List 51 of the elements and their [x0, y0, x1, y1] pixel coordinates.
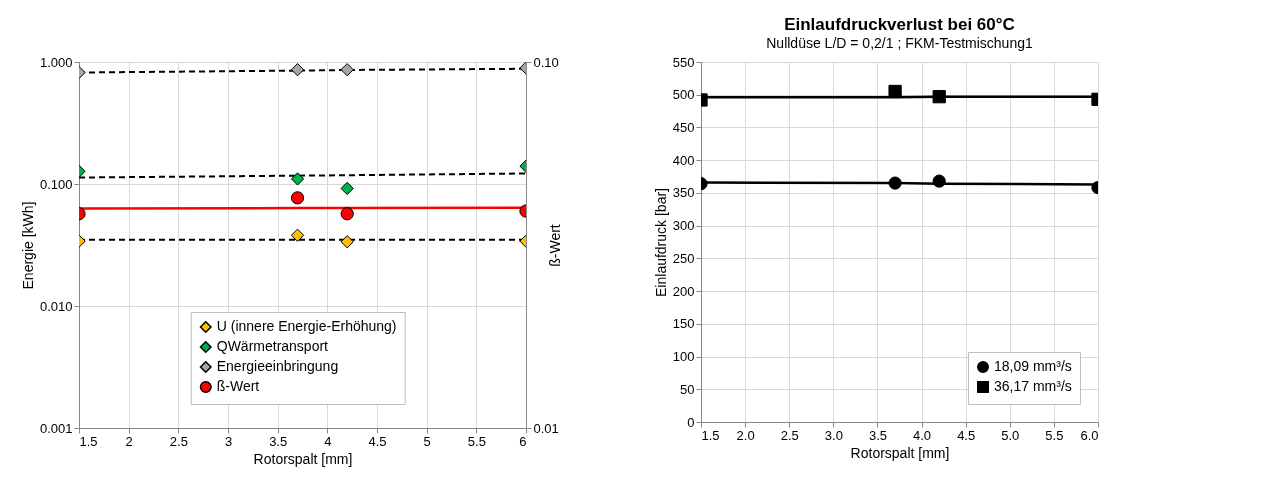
x-tick-label: 4.5 — [368, 433, 387, 449]
x-tick-label: 5.5 — [467, 433, 486, 449]
x-axis-title: Rotorspalt [mm] — [253, 450, 353, 467]
x-tick-label: 2 — [125, 433, 133, 449]
y-tick-label: 0.100 — [39, 176, 73, 192]
y-tick-label: 150 — [672, 316, 695, 332]
x-tick-label: 4 — [324, 433, 332, 449]
y-tick-label: 450 — [672, 119, 695, 135]
legend-label: 18,09 mm³/s — [994, 358, 1072, 374]
y-tick-label: 1.000 — [39, 54, 73, 70]
y-axis-title: Energie [kWh] — [19, 201, 36, 290]
x-tick-label: 1.5 — [701, 427, 720, 443]
y-axis-title: Einlaufdruck [bar] — [652, 188, 669, 297]
legend-label: U (innere Energie-Erhöhung) — [216, 318, 397, 334]
legend-label: 36,17 mm³/s — [994, 378, 1072, 394]
x-tick-label: 3 — [224, 433, 233, 449]
x-tick-label: 5.5 — [1045, 427, 1064, 443]
x-tick-label: 1.5 — [79, 433, 98, 449]
y2-tick-label: 0.10 — [533, 54, 559, 70]
x-tick-label: 3.5 — [269, 433, 288, 449]
x-tick-label: 6.0 — [1080, 427, 1099, 443]
y-tick-label: 400 — [672, 152, 695, 168]
y-tick-label: 100 — [672, 349, 695, 365]
y-tick-label: 200 — [672, 283, 695, 299]
y-tick-label: 0 — [687, 414, 695, 430]
y-tick-label: 500 — [672, 87, 695, 103]
legend-label: ß-Wert — [216, 378, 260, 394]
chart-title: Einlaufdruckverlust bei 60°C — [784, 15, 1015, 34]
y-tick-label: 550 — [672, 54, 695, 70]
x-tick-label: 5.0 — [1001, 427, 1020, 443]
x-tick-label: 3.0 — [824, 427, 843, 443]
x-tick-label: 2.5 — [169, 433, 188, 449]
y-tick-label: 350 — [672, 185, 695, 201]
x-tick-label: 4.0 — [913, 427, 932, 443]
x-tick-label: 2.0 — [736, 427, 755, 443]
y-tick-label: 300 — [672, 218, 695, 234]
y-tick-label: 250 — [672, 250, 695, 266]
y-tick-label: 0.010 — [39, 298, 73, 314]
y-tick-label: 50 — [680, 381, 695, 397]
chart-subtitle: Nulldüse L/D = 0,2/1 ; FKM-Testmischung1 — [766, 35, 1033, 51]
y-tick-label: 0.001 — [39, 420, 73, 436]
x-tick-label: 5 — [423, 433, 431, 449]
legend-label: Energieeinbringung — [216, 358, 339, 374]
y2-axis-title: ß-Wert — [546, 224, 563, 267]
x-axis-title: Rotorspalt [mm] — [850, 444, 950, 461]
x-tick-label: 6 — [519, 433, 527, 449]
y2-tick-label: 0.01 — [533, 420, 559, 436]
x-tick-label: 2.5 — [780, 427, 799, 443]
x-tick-label: 4.5 — [957, 427, 976, 443]
x-tick-label: 3.5 — [868, 427, 887, 443]
legend-label: QWärmetransport — [216, 338, 329, 354]
